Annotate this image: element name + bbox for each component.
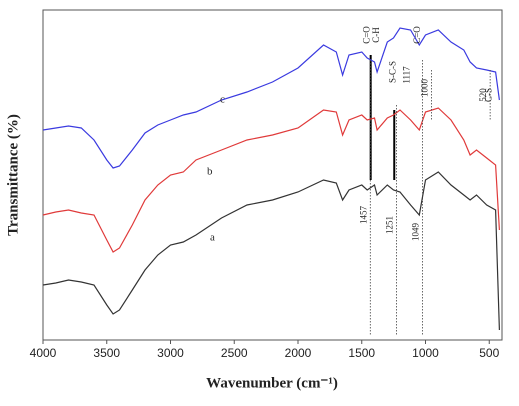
series-label: b <box>207 166 213 178</box>
x-axis-title: Wavenumber (cm⁻¹) <box>206 375 338 391</box>
x-tick-label: 2500 <box>221 346 248 360</box>
annotation: 1117 <box>402 66 412 84</box>
annotation: C=O <box>412 26 422 44</box>
annotation: S-C-S <box>388 61 398 83</box>
annotation: 1049 <box>411 223 421 242</box>
y-axis-title: Transmittance (%) <box>5 114 21 236</box>
spectrum-line <box>42 171 500 331</box>
annotation: C-S <box>483 88 493 102</box>
annotation: 520 <box>478 88 488 102</box>
spectrum-line <box>42 107 500 253</box>
x-tick-label: 1000 <box>412 346 439 360</box>
x-tick-label: 500 <box>479 346 499 360</box>
series-label: c <box>220 94 225 106</box>
spectrum-line <box>42 27 500 169</box>
annotation: 1000 <box>420 79 430 98</box>
x-tick-label: 1500 <box>348 346 375 360</box>
annotation: 1251 <box>385 216 395 234</box>
plot-frame <box>42 9 503 341</box>
x-tick-label: 3000 <box>157 346 184 360</box>
annotation: C=O <box>361 26 371 44</box>
x-tick-label: 4000 <box>30 346 57 360</box>
annotation: 1457 <box>358 206 368 225</box>
x-tick-label: 2000 <box>285 346 312 360</box>
x-tick-label: 3500 <box>93 346 120 360</box>
annotation: C-H <box>371 27 381 43</box>
series-label: a <box>210 232 215 244</box>
